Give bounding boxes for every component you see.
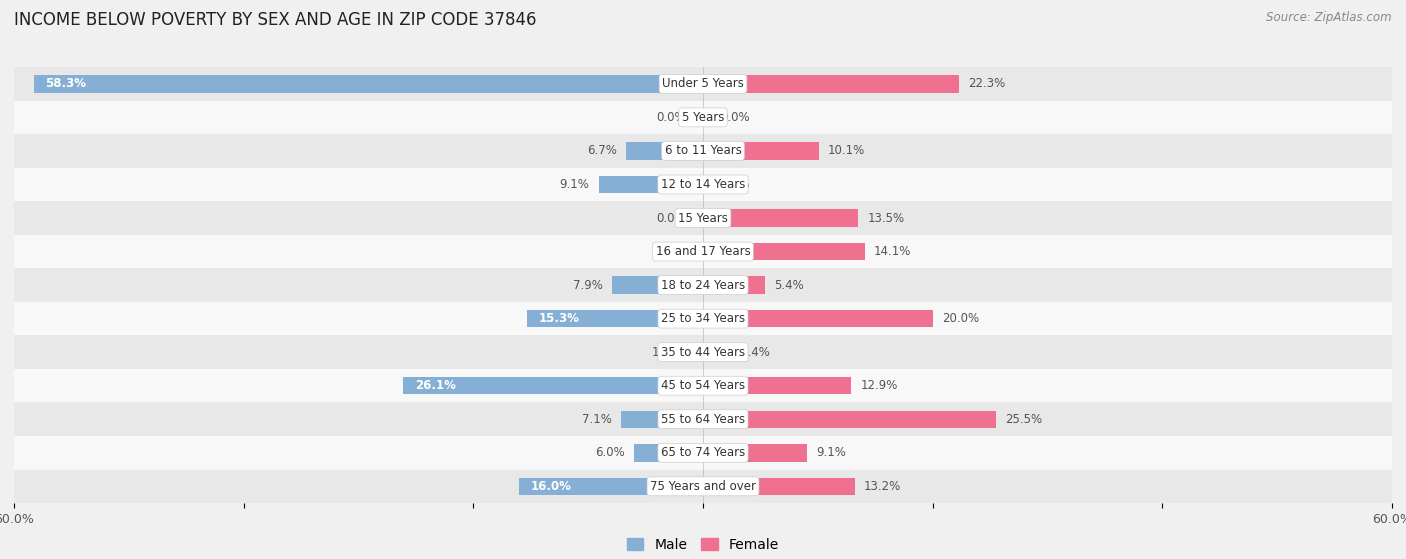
Bar (14, 101, 1392, 134)
Text: 26.1%: 26.1% (415, 379, 456, 392)
Text: 5.4%: 5.4% (775, 278, 804, 292)
Text: 45 to 54 Years: 45 to 54 Years (661, 379, 745, 392)
Text: Under 5 Years: Under 5 Years (662, 77, 744, 91)
Text: 1.1%: 1.1% (651, 345, 681, 359)
Bar (14, 268, 1392, 302)
Text: 65 to 74 Years: 65 to 74 Years (661, 446, 745, 459)
Text: 6 to 11 Years: 6 to 11 Years (665, 144, 741, 158)
Text: 13.2%: 13.2% (863, 480, 901, 493)
Text: 25.5%: 25.5% (1005, 413, 1042, 426)
Bar (14, 302, 1392, 335)
Text: 5 Years: 5 Years (682, 111, 724, 124)
Text: 12 to 14 Years: 12 to 14 Years (661, 178, 745, 191)
Bar (14, 369, 1392, 402)
Bar (703, 377, 851, 395)
Bar (612, 276, 703, 294)
Text: 55 to 64 Years: 55 to 64 Years (661, 413, 745, 426)
Text: 15 Years: 15 Years (678, 211, 728, 225)
Bar (14, 67, 1392, 101)
Bar (626, 142, 703, 160)
Text: Source: ZipAtlas.com: Source: ZipAtlas.com (1267, 11, 1392, 24)
Text: 15.3%: 15.3% (538, 312, 579, 325)
Legend: Male, Female: Male, Female (621, 532, 785, 557)
Text: INCOME BELOW POVERTY BY SEX AND AGE IN ZIP CODE 37846: INCOME BELOW POVERTY BY SEX AND AGE IN Z… (14, 11, 537, 29)
Bar (634, 444, 703, 462)
Bar (690, 343, 703, 361)
Bar (34, 75, 703, 93)
Bar (703, 75, 959, 93)
Bar (703, 343, 731, 361)
Bar (703, 209, 858, 227)
Text: 6.0%: 6.0% (595, 446, 624, 459)
Bar (703, 243, 865, 260)
Bar (14, 470, 1392, 503)
Bar (14, 168, 1392, 201)
Text: 0.0%: 0.0% (720, 111, 749, 124)
Text: 35 to 44 Years: 35 to 44 Years (661, 345, 745, 359)
Bar (14, 235, 1392, 268)
Text: 16.0%: 16.0% (531, 480, 572, 493)
Bar (527, 310, 703, 328)
Text: 25 to 34 Years: 25 to 34 Years (661, 312, 745, 325)
Text: 20.0%: 20.0% (942, 312, 979, 325)
Text: 10.1%: 10.1% (828, 144, 866, 158)
Bar (703, 477, 855, 495)
Text: 7.9%: 7.9% (574, 278, 603, 292)
Bar (14, 436, 1392, 470)
Bar (703, 142, 818, 160)
Bar (14, 335, 1392, 369)
Text: 75 Years and over: 75 Years and over (650, 480, 756, 493)
Text: 22.3%: 22.3% (969, 77, 1005, 91)
Text: 0.0%: 0.0% (657, 245, 686, 258)
Text: 0.0%: 0.0% (657, 111, 686, 124)
Text: 9.1%: 9.1% (560, 178, 589, 191)
Bar (703, 310, 932, 328)
Text: 0.0%: 0.0% (657, 211, 686, 225)
Text: 13.5%: 13.5% (868, 211, 904, 225)
Bar (703, 444, 807, 462)
Bar (14, 402, 1392, 436)
Bar (519, 477, 703, 495)
Text: 14.1%: 14.1% (875, 245, 911, 258)
Bar (404, 377, 703, 395)
Bar (621, 410, 703, 428)
Text: 7.1%: 7.1% (582, 413, 612, 426)
Text: 2.4%: 2.4% (740, 345, 769, 359)
Bar (14, 201, 1392, 235)
Text: 16 and 17 Years: 16 and 17 Years (655, 245, 751, 258)
Text: 0.0%: 0.0% (720, 178, 749, 191)
Text: 6.7%: 6.7% (588, 144, 617, 158)
Bar (703, 276, 765, 294)
Text: 58.3%: 58.3% (45, 77, 86, 91)
Bar (703, 410, 995, 428)
Text: 18 to 24 Years: 18 to 24 Years (661, 278, 745, 292)
Text: 12.9%: 12.9% (860, 379, 897, 392)
Text: 9.1%: 9.1% (817, 446, 846, 459)
Bar (599, 176, 703, 193)
Bar (14, 134, 1392, 168)
